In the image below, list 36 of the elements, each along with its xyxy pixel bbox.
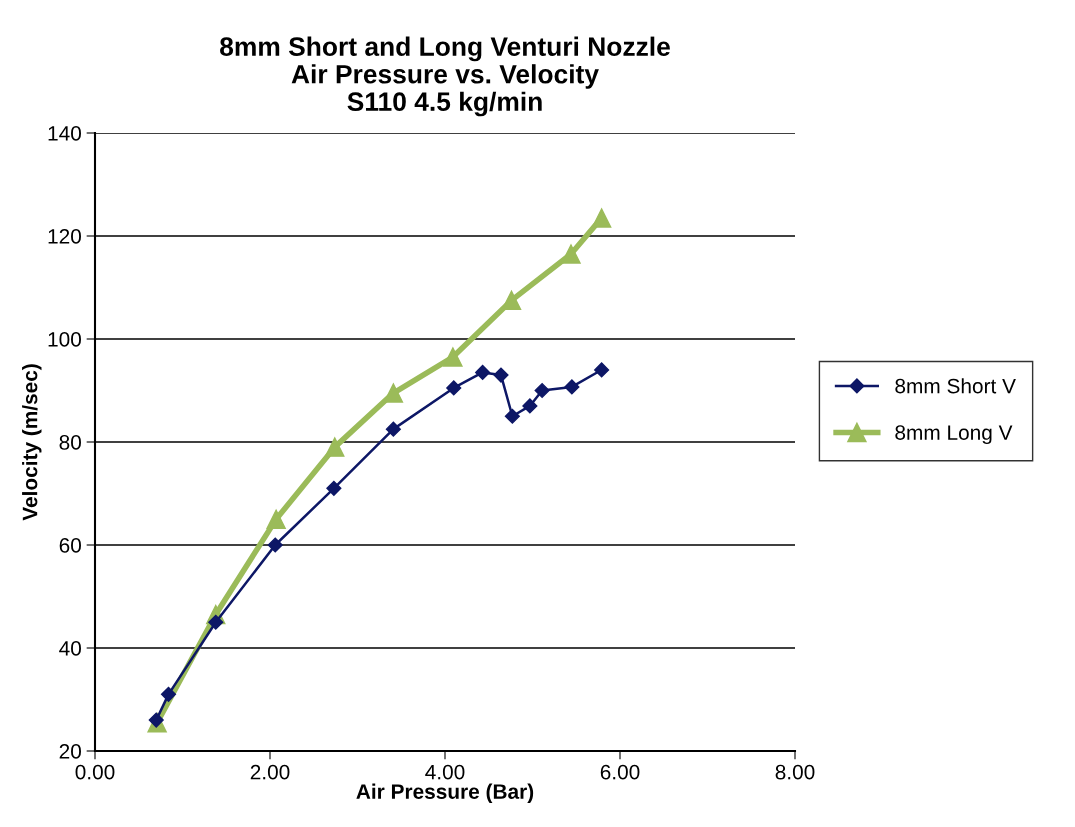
y-tick-label: 40 <box>59 641 81 656</box>
point <box>534 382 550 399</box>
y-tick-label: 20 <box>59 744 81 759</box>
point <box>591 208 612 228</box>
point <box>504 408 520 424</box>
y-tick-label: 120 <box>48 229 81 244</box>
point <box>443 347 463 367</box>
x-tick-label: 8.00 <box>775 764 815 780</box>
point <box>475 364 491 381</box>
x-tick-label: 4.00 <box>425 764 465 780</box>
x-axis-title: Air Pressure (Bar) <box>356 783 534 804</box>
x-tick-label: 6.00 <box>600 764 640 780</box>
point <box>325 437 345 457</box>
y-tick-label: 80 <box>59 435 81 450</box>
point <box>266 509 286 529</box>
y-tick-label: 60 <box>59 538 81 553</box>
point <box>267 537 283 553</box>
y-tick-label: 100 <box>48 332 81 347</box>
chart-title: 8mm Short and Long Venturi Nozzle Air Pressure vs. Velocity S110 4.5 kg/min <box>220 36 670 117</box>
x-tick-label: 2.00 <box>250 764 290 780</box>
y-axis-title: Velocity (m/sec) <box>22 364 42 521</box>
point <box>383 383 404 403</box>
legend-label: 8mm Short V <box>895 378 1016 394</box>
point <box>446 380 462 396</box>
point <box>326 480 342 496</box>
point <box>564 379 580 395</box>
legend-label: 8mm Long V <box>895 425 1013 445</box>
y-tick-label: 140 <box>48 126 81 141</box>
point <box>594 362 610 378</box>
point <box>385 421 401 437</box>
x-tick-label: 0.00 <box>75 764 115 780</box>
point <box>493 367 509 383</box>
point <box>522 398 538 414</box>
point <box>160 686 177 702</box>
point <box>561 244 581 264</box>
point <box>501 290 522 311</box>
